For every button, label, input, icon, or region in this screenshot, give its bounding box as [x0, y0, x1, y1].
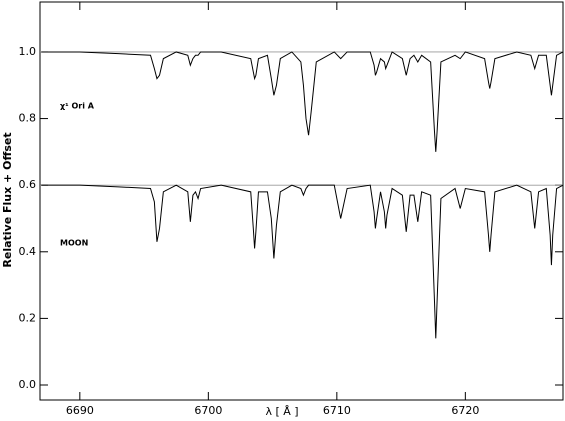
x-tick-label: 6720: [451, 404, 479, 417]
y-tick-label: 0.0: [19, 378, 37, 391]
y-tick-label: 0.4: [19, 245, 37, 258]
y-tick-label: 1.0: [19, 45, 37, 58]
spectrum-line: [41, 184, 564, 339]
y-tick-label: 0.6: [19, 178, 37, 191]
x-tick-label: 6690: [66, 404, 94, 417]
plot-frame: [39, 1, 564, 401]
annotation: MOON: [60, 239, 88, 248]
x-axis-label: λ [ Å ]: [265, 405, 298, 418]
annotation: χ¹ Ori A: [60, 102, 95, 111]
y-axis-label: Relative Flux + Offset: [1, 132, 14, 267]
y-tick-label: 0.2: [19, 311, 37, 324]
spectrum-line: [41, 51, 564, 152]
x-tick-label: 6700: [194, 404, 222, 417]
y-tick-label: 0.8: [19, 112, 37, 125]
x-tick-label: 6710: [323, 404, 351, 417]
